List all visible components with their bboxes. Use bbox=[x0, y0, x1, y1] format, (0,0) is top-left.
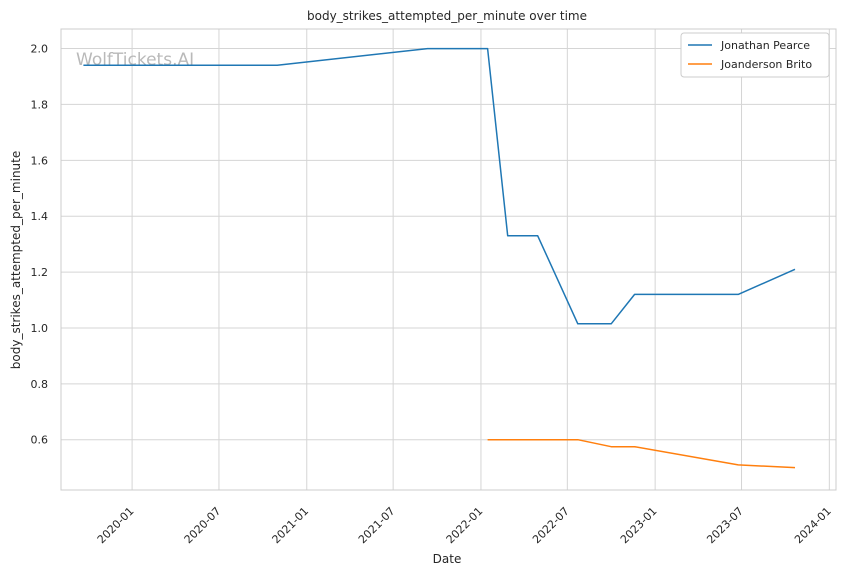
series-group bbox=[83, 47, 796, 469]
plot-frame bbox=[60, 28, 837, 491]
y-tick-label: 1.0 bbox=[31, 322, 49, 335]
x-tick-label: 2023-01 bbox=[618, 505, 660, 547]
x-tick-label: 2020-01 bbox=[95, 505, 137, 547]
y-tick-label: 0.8 bbox=[31, 378, 49, 391]
y-tick-label: 1.2 bbox=[31, 266, 49, 279]
y-tick-label: 1.6 bbox=[31, 154, 49, 167]
x-tick-label: 2021-07 bbox=[356, 505, 398, 547]
x-tick-label: 2022-07 bbox=[530, 505, 572, 547]
x-tick-label: 2024-01 bbox=[792, 505, 834, 547]
series-line-2 bbox=[487, 438, 796, 469]
legend-label: Jonathan Pearce bbox=[720, 39, 810, 52]
y-tick-label: 2.0 bbox=[31, 43, 49, 56]
x-tick-label: 2021-01 bbox=[270, 505, 312, 547]
x-tick-label: 2022-01 bbox=[444, 505, 486, 547]
x-tick-label: 2023-07 bbox=[704, 505, 746, 547]
x-tick-labels: 2020-01 2020-07 2021-01 2021-07 2022-01 2022-… bbox=[95, 505, 834, 547]
watermark: WolfTickets.AI bbox=[76, 50, 194, 70]
legend-label: Joanderson Brito bbox=[720, 58, 812, 71]
y-tick-labels: 0.6 0.8 1.0 1.2 1.4 1.6 1.8 2.0 bbox=[31, 43, 49, 447]
y-tick-label: 1.8 bbox=[31, 98, 49, 111]
grid bbox=[61, 29, 836, 490]
y-tick-label: 0.6 bbox=[31, 434, 49, 447]
chart-title: body_strikes_attempted_per_minute over t… bbox=[307, 9, 587, 23]
y-axis-label: body_strikes_attempted_per_minute bbox=[9, 151, 23, 369]
y-tick-label: 1.4 bbox=[31, 210, 49, 223]
x-axis-label: Date bbox=[433, 552, 462, 566]
legend: Jonathan Pearce Joanderson Brito bbox=[680, 32, 830, 78]
legend-box bbox=[680, 32, 830, 78]
x-tick-label: 2020-07 bbox=[182, 505, 224, 547]
series-line-1 bbox=[83, 47, 796, 325]
